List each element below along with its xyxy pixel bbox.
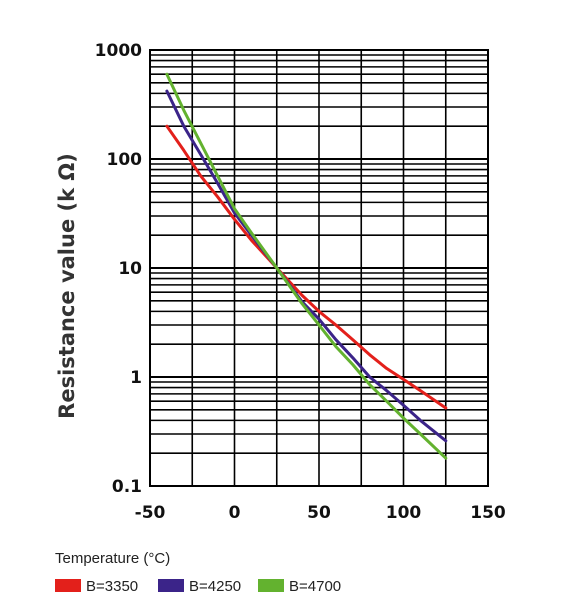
legend: B=3350 B=4250 B=4700 [55, 578, 341, 595]
y-tick-label: 1000 [95, 41, 142, 61]
x-tick-labels: -50 0 50 100 150 [135, 503, 506, 523]
legend-swatch [258, 579, 284, 592]
grid [149, 50, 489, 487]
legend-swatch [158, 579, 184, 592]
series-lines [165, 72, 448, 460]
x-tick-label: 100 [386, 503, 422, 523]
legend-label: B=3350 [86, 578, 138, 595]
plot-frame [149, 49, 489, 487]
legend-label: B=4700 [289, 578, 341, 595]
y-tick-label: 1 [130, 368, 142, 388]
y-tick-label: 100 [107, 150, 143, 170]
series-line-1 [165, 89, 448, 443]
x-tick-label: 150 [470, 503, 506, 523]
series-line-2 [165, 72, 448, 460]
legend-label: B=4250 [189, 578, 241, 595]
y-axis-label: Resistance value (k Ω) [55, 153, 79, 419]
y-tick-label: 10 [118, 259, 142, 279]
x-axis-label: Temperature (°C) [55, 550, 170, 567]
x-tick-label: 50 [307, 503, 331, 523]
series-line-0 [165, 124, 448, 410]
y-tick-label: 0.1 [112, 477, 142, 497]
y-tick-labels: 0.1 1 10 100 1000 [95, 41, 142, 497]
x-tick-label: -50 [135, 503, 166, 523]
legend-swatch [55, 579, 81, 592]
x-tick-label: 0 [229, 503, 241, 523]
